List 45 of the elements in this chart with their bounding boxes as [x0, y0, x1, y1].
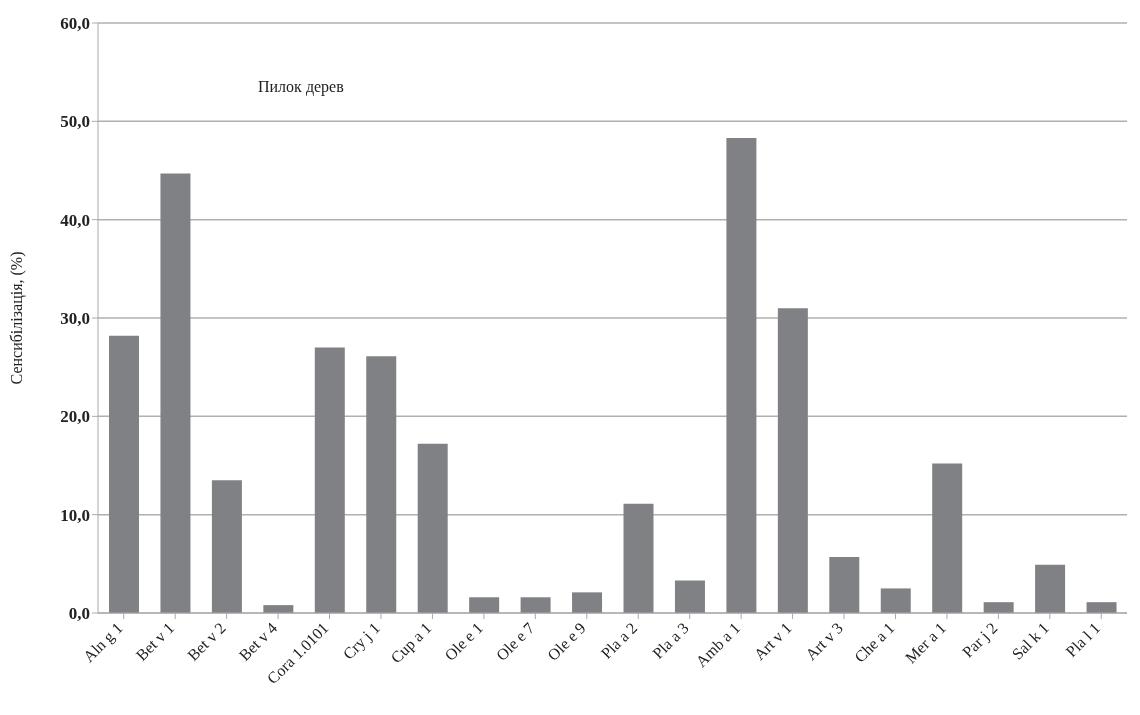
- bar: [366, 356, 397, 613]
- x-tick-label: Amb a 1: [692, 619, 744, 671]
- bar: [1086, 602, 1117, 613]
- y-tick-label: 40,0: [60, 210, 90, 230]
- annotation: Пилок дерев: [258, 78, 344, 96]
- bar: [572, 592, 603, 613]
- x-tick-label: Mer a 1: [901, 619, 950, 667]
- bar: [777, 308, 808, 613]
- bar: [623, 503, 654, 613]
- bar: [983, 602, 1014, 613]
- bar: [109, 335, 139, 613]
- x-tick-label: Bet v 4: [235, 619, 281, 664]
- y-tick-label: 50,0: [60, 112, 90, 132]
- bar: [417, 443, 448, 613]
- bar: [674, 580, 705, 613]
- x-tick-label: Pla l 1: [1062, 619, 1104, 661]
- bar: [314, 347, 345, 613]
- x-tick-label: Pla a 3: [648, 619, 692, 662]
- x-tick-label: Sal k 1: [1008, 619, 1052, 663]
- bar: [469, 597, 500, 613]
- y-tick-label: 10,0: [60, 505, 90, 525]
- y-tick-label: 20,0: [60, 407, 90, 427]
- x-tick-label: Pla a 2: [597, 619, 641, 662]
- x-tick-label: Ole e 7: [492, 619, 538, 664]
- bar: [932, 463, 963, 613]
- bar: [880, 588, 911, 613]
- bar: [211, 480, 242, 613]
- bar: [1035, 564, 1066, 613]
- x-tick-label: Bet v 2: [184, 619, 229, 664]
- x-tick-label: Cup a 1: [387, 619, 436, 668]
- x-tick-label: Art v 1: [750, 619, 795, 664]
- x-tick-label: Art v 3: [802, 619, 847, 664]
- x-tick-label: Cry j 1: [339, 619, 384, 664]
- y-tick-label: 60,0: [60, 14, 90, 34]
- bar: [726, 138, 757, 613]
- bar: [829, 556, 860, 613]
- x-tick-label: Par j 2: [958, 619, 1002, 662]
- x-tick-label: Ole e 9: [544, 619, 589, 664]
- y-tick-label: 30,0: [60, 309, 90, 329]
- x-tick-label: Bet v 1: [132, 619, 178, 664]
- x-tick-label: Ole e 1: [441, 619, 486, 664]
- bar: [160, 173, 191, 613]
- y-axis-title: Сенсибілізація, (%): [7, 251, 26, 385]
- x-tick-label: Che a 1: [851, 619, 898, 666]
- bar: [520, 597, 551, 613]
